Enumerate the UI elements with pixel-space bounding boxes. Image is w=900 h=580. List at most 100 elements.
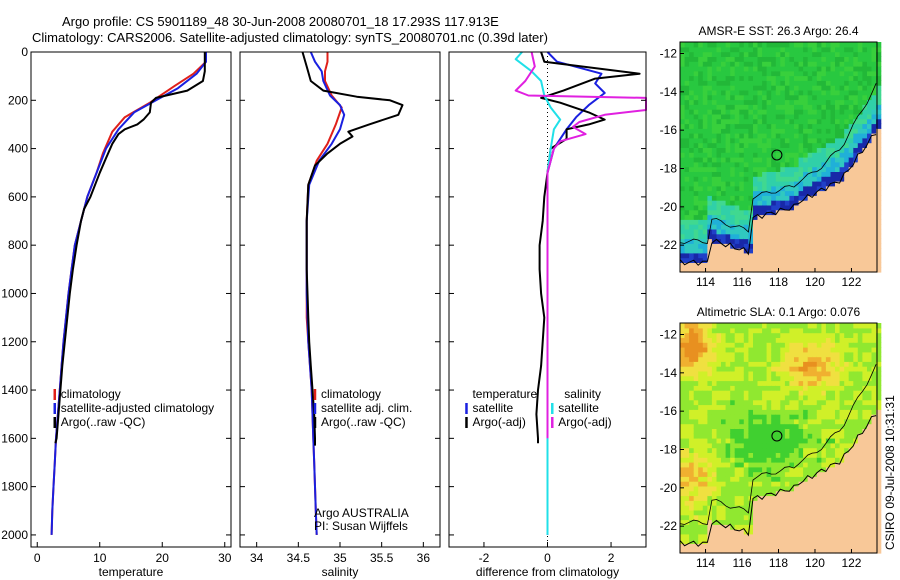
heatmap-cell <box>794 99 800 105</box>
heatmap-cell <box>775 423 781 429</box>
heatmap-cell <box>766 224 772 230</box>
heatmap-cell <box>711 262 718 268</box>
heatmap-cell <box>853 375 859 382</box>
heatmap-cell <box>807 171 813 177</box>
heatmap-cell <box>816 123 822 129</box>
heatmap-cell <box>739 452 745 458</box>
heatmap-cell <box>812 123 818 129</box>
heatmap-cell <box>775 75 781 81</box>
heatmap-cell <box>862 380 868 386</box>
heatmap-cell <box>857 462 863 468</box>
heatmap-cell <box>739 113 745 120</box>
heatmap-cell <box>689 375 695 382</box>
heatmap-cell <box>835 195 841 201</box>
heatmap-cell <box>803 252 809 259</box>
heatmap-cell <box>867 252 873 259</box>
heatmap-cell <box>825 75 832 81</box>
heatmap-cell <box>753 394 759 401</box>
heatmap-cell <box>702 243 708 249</box>
heatmap-cell <box>702 442 708 449</box>
heatmap-cell <box>871 394 877 401</box>
heatmap-cell <box>757 51 763 57</box>
heatmap-cell <box>825 466 832 473</box>
heatmap-cell <box>721 267 727 273</box>
heatmap-cell <box>762 423 768 429</box>
heatmap-cell <box>766 351 772 358</box>
heatmap-cell <box>680 370 686 377</box>
series-line-2 <box>514 51 562 535</box>
heatmap-cell <box>812 433 818 439</box>
heatmap-cell <box>739 342 745 348</box>
heatmap-cell <box>684 495 690 501</box>
heatmap-cell <box>757 337 763 343</box>
heatmap-cell <box>693 438 699 444</box>
heatmap-cell <box>693 323 699 329</box>
heatmap-cell <box>853 529 859 535</box>
heatmap-cell <box>853 476 859 482</box>
heatmap-cell <box>862 128 868 134</box>
heatmap-cell <box>807 442 813 449</box>
heatmap-cell <box>794 233 800 240</box>
heatmap-cell <box>711 123 718 129</box>
heatmap-cell <box>743 370 749 377</box>
heatmap-cell <box>702 200 708 206</box>
heatmap-cell <box>848 347 854 353</box>
heatmap-cell <box>825 142 832 148</box>
heatmap-cell <box>784 366 791 372</box>
heatmap-cell <box>821 51 827 57</box>
heatmap-cell <box>680 466 686 473</box>
heatmap-cell <box>825 190 832 196</box>
heatmap-cell <box>757 252 763 259</box>
heatmap-cell <box>784 452 791 458</box>
heatmap-cell <box>821 70 827 77</box>
heatmap-cell <box>812 409 818 415</box>
heatmap-cell <box>730 399 736 406</box>
heatmap-cell <box>821 399 827 406</box>
heatmap-cell <box>730 433 736 439</box>
heatmap-cell <box>698 524 704 530</box>
heatmap-cell <box>862 166 868 172</box>
heatmap-cell <box>848 200 854 206</box>
heatmap-cell <box>698 147 704 153</box>
heatmap-cell <box>730 94 736 101</box>
heatmap-cell <box>789 500 795 506</box>
heatmap-cell <box>707 495 713 501</box>
y-tick-label: 1400 <box>1 383 28 397</box>
heatmap-cell <box>766 152 772 158</box>
heatmap-cell <box>844 257 850 263</box>
heatmap-cell <box>693 118 699 125</box>
heatmap-cell <box>734 485 740 492</box>
heatmap-cell <box>757 428 763 434</box>
heatmap-cell <box>780 70 786 77</box>
heatmap-cell <box>766 89 772 96</box>
heatmap-cell <box>857 66 863 72</box>
heatmap-cell <box>844 228 850 235</box>
heatmap-cell <box>702 51 708 57</box>
heatmap-cell <box>721 370 727 377</box>
heatmap-cell <box>748 214 754 220</box>
heatmap-cell <box>784 533 791 540</box>
heatmap-cell <box>825 200 832 206</box>
heatmap-cell <box>771 104 777 110</box>
heatmap-cell <box>721 414 727 420</box>
heatmap-cell <box>775 94 781 101</box>
heatmap-cell <box>780 481 786 487</box>
heatmap-cell <box>812 529 818 535</box>
heatmap-cell <box>857 185 863 192</box>
heatmap-cell <box>693 394 699 401</box>
heatmap-cell <box>830 248 836 254</box>
heatmap-cell <box>684 327 690 334</box>
heatmap-cell <box>725 80 731 86</box>
heatmap-cell <box>707 133 713 139</box>
heatmap-cell <box>871 133 877 139</box>
heatmap-cell <box>835 332 841 338</box>
heatmap-cell <box>867 51 873 57</box>
heatmap-cell <box>803 471 809 477</box>
heatmap-cell <box>784 418 791 425</box>
heatmap-cell <box>684 181 690 187</box>
heatmap-cell <box>707 533 713 540</box>
heatmap-cell <box>780 495 786 501</box>
heatmap-cell <box>739 228 745 235</box>
heatmap-cell <box>844 113 850 120</box>
